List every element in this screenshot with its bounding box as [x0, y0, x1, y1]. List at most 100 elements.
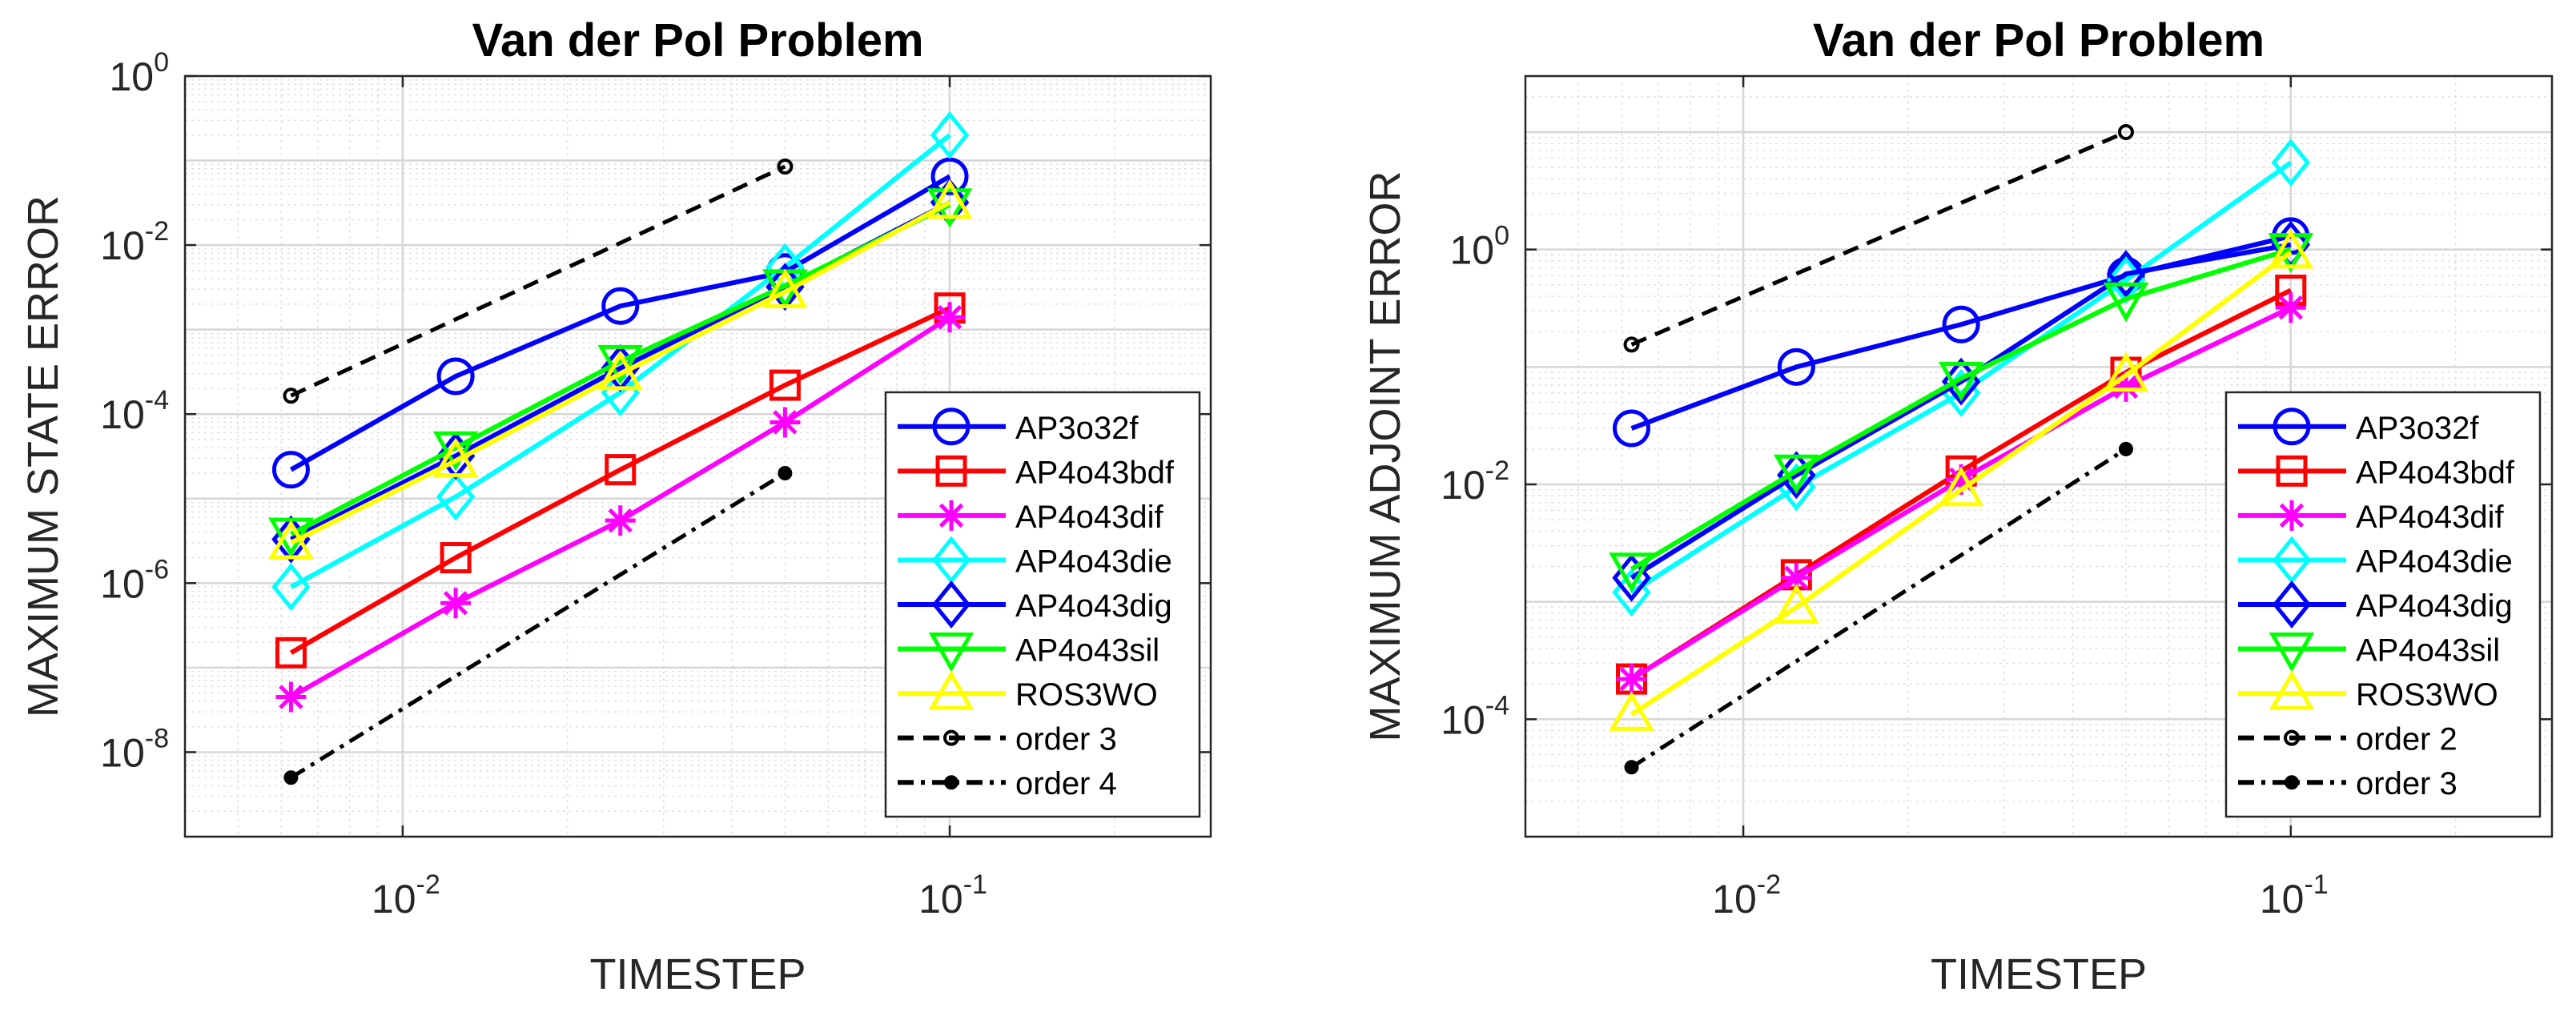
- marker-circle: [601, 287, 640, 325]
- series-line: [290, 200, 951, 545]
- legend-item: AP4o43sil: [2238, 632, 2500, 673]
- marker-circle: [2273, 408, 2311, 446]
- marker-dot: [1624, 760, 1639, 775]
- legend-item: AP4o43dig: [2238, 580, 2513, 628]
- marker-triangle-down: [2103, 282, 2149, 323]
- marker-asterisk: [2275, 292, 2306, 323]
- legend-item: order 4: [898, 766, 1117, 801]
- marker-circle: [1613, 409, 1651, 448]
- y-tick-label: 10-2: [100, 216, 169, 268]
- marker-asterisk: [440, 588, 472, 619]
- legend-label: AP4o43die: [2356, 544, 2513, 579]
- series-AP4o43dif: [275, 302, 966, 713]
- marker-small-circle: [777, 159, 794, 175]
- legend-label: AP4o43sil: [1015, 633, 1159, 669]
- marker-asterisk: [1946, 464, 1977, 495]
- marker-dot: [2118, 441, 2133, 456]
- legend: AP3o32f AP4o43bdf AP4o43dif AP4o43die AP4o43…: [2224, 391, 2542, 818]
- y-tick-exponent: -2: [1485, 456, 1509, 486]
- marker-triangle-up: [268, 519, 314, 560]
- y-tick-exponent: -4: [1485, 690, 1509, 721]
- legend-item: AP4o43die: [2238, 536, 2513, 584]
- legend-item: order 2: [2238, 722, 2457, 757]
- series-order-3: [1624, 441, 2133, 775]
- marker-triangle-down: [2269, 632, 2315, 673]
- marker-dot: [283, 770, 299, 785]
- x-tick-exponent: -1: [2304, 869, 2328, 900]
- y-tick-label: 10-4: [1441, 690, 1509, 742]
- legend-item: AP4o43bdf: [898, 455, 1175, 490]
- x-tick-base: 10: [2260, 877, 2305, 922]
- marker-asterisk: [2110, 371, 2141, 402]
- marker-diamond: [2271, 139, 2311, 187]
- marker-triangle-up: [926, 179, 973, 219]
- marker-square: [275, 637, 307, 669]
- marker-triangle-down: [1609, 552, 1654, 592]
- y-tick-base: 10: [1441, 697, 1485, 742]
- series-line: [289, 174, 951, 472]
- marker-diamond: [601, 368, 640, 417]
- legend-item: AP4o43bdf: [2238, 455, 2515, 490]
- series-ROS3WO: [268, 179, 973, 560]
- y-tick-exponent: -6: [145, 554, 169, 584]
- marker-triangle-down: [432, 431, 479, 472]
- x-tick-exponent: -2: [1757, 869, 1781, 900]
- marker-circle: [271, 451, 310, 489]
- y-tick-base: 10: [1441, 463, 1485, 508]
- chart-title: Van der Pol Problem: [472, 14, 923, 66]
- y-tick-exponent: 0: [154, 47, 169, 78]
- marker-diamond: [931, 580, 971, 628]
- legend-item: order 3: [898, 722, 1117, 757]
- marker-small-circle: [2284, 729, 2300, 746]
- chart-title: Van der Pol Problem: [1813, 14, 2265, 66]
- x-axis-label: TIMESTEP: [1931, 950, 2147, 998]
- legend-label: AP4o43sil: [2356, 633, 2500, 669]
- legend-label: ROS3WO: [2356, 677, 2498, 713]
- marker-triangle-up: [2268, 228, 2314, 269]
- marker-triangle-down: [1938, 362, 1984, 402]
- marker-diamond: [436, 472, 476, 521]
- y-tick-exponent: -2: [145, 216, 169, 247]
- series-line: [1630, 447, 2128, 769]
- legend-item: AP3o32f: [898, 408, 1139, 446]
- legend-item: order 3: [2238, 766, 2457, 801]
- series-ROS3WO: [1609, 228, 2314, 731]
- series-line: [1630, 242, 2292, 580]
- x-tick-base: 10: [372, 877, 416, 922]
- series-line: [1630, 160, 2293, 595]
- legend-label: ROS3WO: [1015, 677, 1158, 713]
- legend-label: order 2: [2356, 722, 2457, 757]
- marker-diamond: [271, 563, 311, 612]
- marker-small-circle: [283, 388, 299, 404]
- marker-triangle-down: [1774, 454, 1819, 495]
- marker-dot: [944, 775, 958, 790]
- legend-label: AP4o43dig: [1015, 588, 1172, 624]
- marker-triangle-up: [597, 350, 644, 391]
- marker-square: [2276, 455, 2308, 487]
- x-tick-exponent: -1: [963, 869, 987, 900]
- marker-triangle-up: [762, 268, 808, 308]
- marker-square: [935, 455, 967, 487]
- marker-asterisk: [1616, 664, 1647, 695]
- x-tick-label: 10-1: [2260, 869, 2329, 922]
- series-AP4o43dif: [1616, 292, 2306, 695]
- series-line: [290, 203, 951, 536]
- grid: [184, 74, 1211, 838]
- x-tick-base: 10: [918, 877, 963, 922]
- marker-square: [769, 369, 801, 401]
- x-tick-label: 10-2: [372, 869, 440, 922]
- axes-box: [183, 74, 1212, 838]
- marker-square: [440, 542, 472, 574]
- series-order-2: [1623, 123, 2134, 353]
- marker-triangle-up: [1774, 584, 1819, 624]
- marker-circle: [1777, 347, 1815, 386]
- legend-label: AP4o43bdf: [1015, 455, 1175, 490]
- y-tick-label: 10-4: [100, 385, 169, 437]
- marker-circle: [930, 157, 969, 195]
- y-tick-base: 10: [100, 561, 145, 606]
- marker-asterisk: [275, 681, 307, 713]
- series-group: [268, 110, 973, 785]
- marker-triangle-down: [928, 632, 975, 673]
